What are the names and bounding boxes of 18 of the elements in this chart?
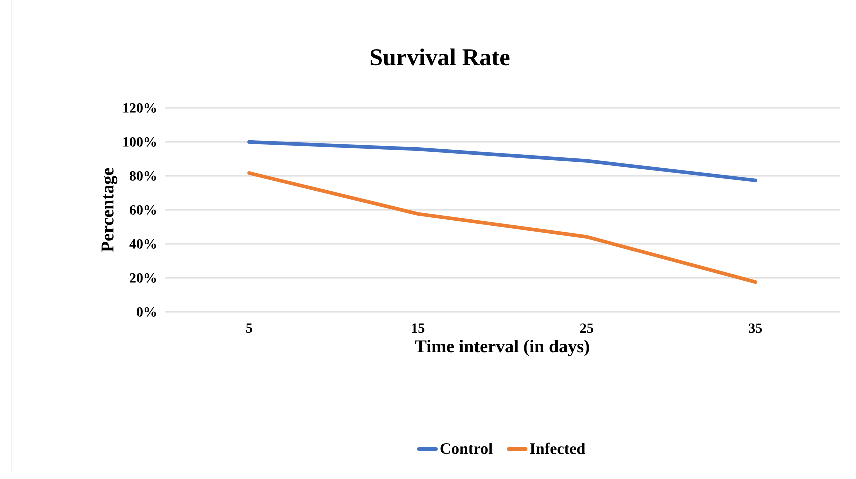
x-tick-label: 5 [246, 324, 252, 333]
legend-label: Infected [530, 442, 586, 454]
x-axis-title: Time interval (in days) [415, 340, 590, 356]
y-axis-title: Percentage [102, 168, 118, 252]
y-tick-label: 60% [130, 205, 156, 215]
x-tick-label: 15 [412, 324, 425, 334]
y-tick-label: 80% [130, 171, 156, 181]
y-tick-label: 120% [124, 103, 156, 113]
x-tick-label: 25 [580, 324, 594, 334]
line-series [248, 171, 758, 284]
x-tick-label: 35 [749, 324, 762, 334]
chart-title: Survival Rate [370, 48, 510, 66]
line-series [248, 140, 758, 182]
y-tick-label: 40% [130, 239, 156, 249]
y-tick-label: 100% [124, 137, 156, 147]
legend-label: Control [440, 442, 493, 454]
y-tick-label: 20% [130, 273, 156, 283]
y-tick-label: 0% [137, 307, 156, 317]
